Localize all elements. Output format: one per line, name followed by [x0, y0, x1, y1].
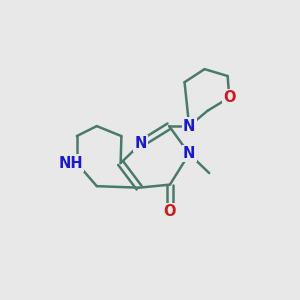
Text: N: N [183, 118, 195, 134]
Text: O: O [223, 90, 236, 105]
Text: N: N [183, 146, 195, 161]
Text: N: N [134, 136, 147, 151]
Text: O: O [164, 204, 176, 219]
Text: NH: NH [58, 155, 83, 170]
